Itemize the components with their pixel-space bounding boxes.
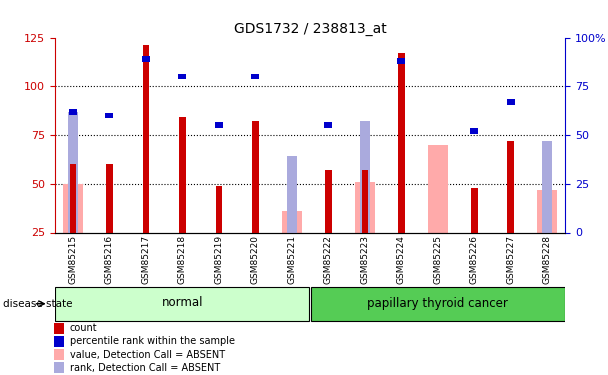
- Text: GSM85224: GSM85224: [397, 235, 406, 284]
- Bar: [179, 117, 185, 232]
- Text: GSM85228: GSM85228: [543, 235, 551, 284]
- Text: GSM85215: GSM85215: [69, 235, 77, 284]
- Bar: [143, 45, 149, 232]
- Text: disease state: disease state: [3, 299, 72, 309]
- Text: GSM85226: GSM85226: [470, 235, 478, 284]
- Bar: [324, 122, 333, 128]
- Text: rank, Detection Call = ABSENT: rank, Detection Call = ABSENT: [70, 363, 220, 373]
- Bar: [397, 58, 406, 64]
- Text: count: count: [70, 323, 97, 333]
- Bar: [216, 186, 222, 232]
- Bar: [537, 190, 557, 232]
- Bar: [506, 99, 515, 105]
- Text: GSM85218: GSM85218: [178, 235, 187, 284]
- Text: GSM85221: GSM85221: [288, 235, 296, 284]
- Bar: [106, 164, 112, 232]
- Text: GSM85227: GSM85227: [506, 235, 515, 284]
- FancyBboxPatch shape: [311, 287, 565, 321]
- Bar: [69, 109, 77, 114]
- Bar: [470, 128, 478, 134]
- Bar: [54, 349, 64, 360]
- Text: GSM85225: GSM85225: [434, 235, 442, 284]
- Bar: [360, 122, 370, 232]
- Bar: [354, 182, 375, 232]
- Bar: [105, 112, 114, 118]
- Bar: [282, 211, 302, 232]
- Title: GDS1732 / 238813_at: GDS1732 / 238813_at: [233, 22, 387, 36]
- Bar: [178, 74, 187, 80]
- Bar: [252, 122, 258, 232]
- Bar: [542, 141, 552, 232]
- Bar: [63, 184, 83, 232]
- Bar: [142, 56, 150, 62]
- Text: GSM85219: GSM85219: [215, 235, 223, 284]
- Bar: [54, 336, 64, 347]
- Bar: [508, 141, 514, 232]
- Bar: [215, 122, 223, 128]
- Bar: [471, 188, 477, 232]
- FancyBboxPatch shape: [55, 287, 309, 321]
- Bar: [68, 112, 78, 232]
- Bar: [362, 170, 368, 232]
- Text: papillary thyroid cancer: papillary thyroid cancer: [367, 297, 508, 309]
- Text: percentile rank within the sample: percentile rank within the sample: [70, 336, 235, 346]
- Bar: [54, 322, 64, 334]
- Text: GSM85220: GSM85220: [251, 235, 260, 284]
- Text: GSM85216: GSM85216: [105, 235, 114, 284]
- Bar: [70, 164, 76, 232]
- Bar: [398, 53, 404, 232]
- Bar: [325, 170, 331, 232]
- Bar: [287, 156, 297, 232]
- Text: GSM85222: GSM85222: [324, 235, 333, 284]
- Text: normal: normal: [162, 297, 203, 309]
- Bar: [427, 145, 447, 232]
- Text: GSM85223: GSM85223: [361, 235, 369, 284]
- Text: GSM85217: GSM85217: [142, 235, 150, 284]
- Text: value, Detection Call = ABSENT: value, Detection Call = ABSENT: [70, 350, 225, 360]
- Bar: [251, 74, 260, 80]
- Bar: [54, 362, 64, 374]
